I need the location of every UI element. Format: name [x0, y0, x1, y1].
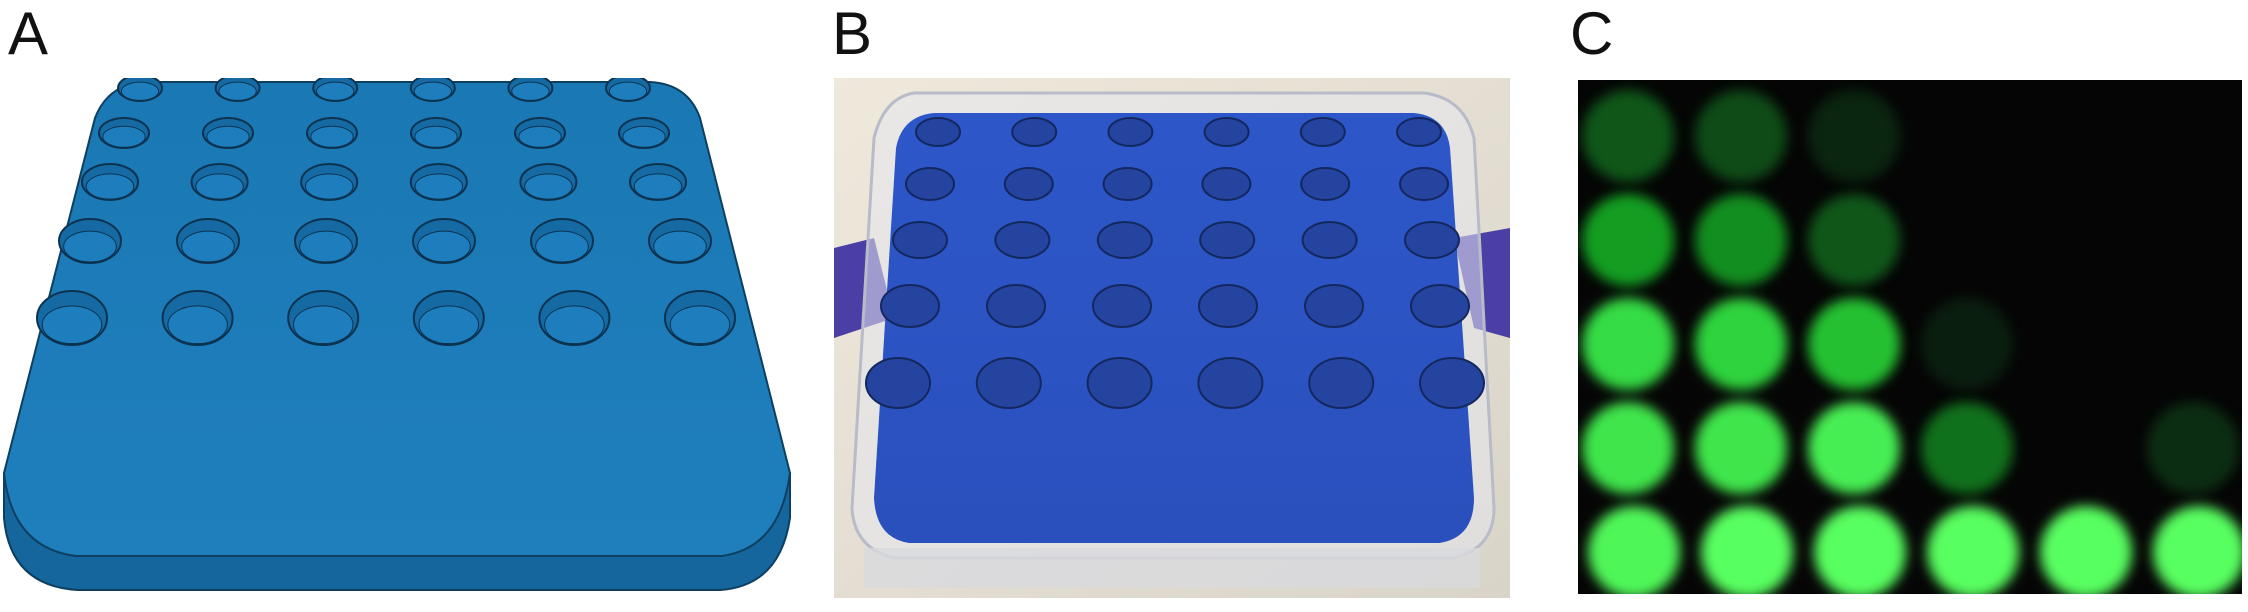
- well-floor: [418, 305, 480, 345]
- well: [986, 284, 1046, 328]
- render-panel: [0, 78, 800, 598]
- well: [905, 167, 955, 201]
- fluorescent-spot: [1808, 402, 1900, 494]
- fluorescent-spot: [1588, 506, 1680, 594]
- well-floor: [417, 230, 471, 263]
- well: [1086, 357, 1153, 409]
- well: [1003, 167, 1054, 201]
- fluorescent-spot: [1695, 194, 1787, 286]
- well-floor: [414, 173, 464, 200]
- well-floor: [316, 81, 355, 101]
- fluorescent-spot: [1921, 298, 2013, 390]
- well-floor: [63, 230, 117, 263]
- fluorescent-spot: [1808, 194, 1900, 286]
- well-floor: [518, 125, 562, 148]
- fluorescent-spot: [1695, 298, 1787, 390]
- well-floor: [218, 81, 257, 101]
- well: [1203, 117, 1250, 147]
- well: [915, 117, 961, 147]
- well-floor: [535, 230, 589, 263]
- well-floor: [622, 125, 666, 148]
- well-floor: [41, 305, 103, 345]
- fluorescent-spot: [2040, 506, 2132, 594]
- printed-plate: [874, 113, 1474, 543]
- well: [1199, 221, 1256, 259]
- well: [1011, 117, 1058, 147]
- fluorescent-spot: [2147, 402, 2239, 494]
- panel-label-c: C: [1570, 0, 1614, 67]
- well: [1301, 221, 1358, 259]
- well-floor: [85, 173, 135, 200]
- well: [975, 357, 1042, 409]
- well-floor: [544, 305, 605, 345]
- fluorescent-spot: [1701, 506, 1793, 594]
- wells-group: [865, 117, 1485, 409]
- well: [1410, 284, 1470, 328]
- well-floor: [310, 125, 354, 148]
- wells-group: [36, 78, 736, 346]
- fluorescent-spot: [1808, 90, 1900, 182]
- well: [1404, 221, 1460, 259]
- well-floor: [206, 125, 250, 148]
- well: [1102, 167, 1153, 201]
- fluorescent-spot: [1814, 506, 1906, 594]
- photo-figure: [834, 78, 1510, 598]
- well-floor: [669, 305, 731, 345]
- well-floor: [299, 230, 353, 263]
- well: [1396, 117, 1442, 147]
- well-floor: [167, 305, 228, 345]
- well: [1308, 357, 1375, 409]
- well: [865, 357, 931, 409]
- spots-group: [1582, 90, 2242, 594]
- well: [1198, 284, 1258, 328]
- well-floor: [608, 81, 648, 101]
- render-figure: [2, 78, 792, 591]
- well: [892, 221, 948, 259]
- fluorescence-figure: [1578, 80, 2242, 594]
- fluorescent-spot: [1582, 90, 1674, 182]
- fluorescent-spot: [1582, 402, 1674, 494]
- fluorescent-spot: [1695, 90, 1787, 182]
- fluorescence-panel: [1578, 80, 2242, 594]
- well: [1197, 357, 1264, 409]
- well-floor: [511, 81, 550, 101]
- well-floor: [633, 173, 683, 200]
- well-floor: [181, 230, 235, 263]
- well: [1419, 357, 1485, 409]
- fluorescent-spot: [1808, 298, 1900, 390]
- well: [1096, 221, 1153, 259]
- well-floor: [120, 81, 160, 101]
- well: [1092, 284, 1152, 328]
- well: [1201, 167, 1252, 201]
- panel-label-b: B: [832, 0, 873, 67]
- fluorescent-spot: [1695, 402, 1787, 494]
- fluorescent-spot: [2153, 506, 2242, 594]
- fluorescent-spot: [1927, 506, 2019, 594]
- well-floor: [413, 81, 452, 101]
- fluorescent-spot: [1582, 194, 1674, 286]
- well: [1299, 117, 1346, 147]
- well: [994, 221, 1051, 259]
- fluorescent-spot: [1921, 402, 2013, 494]
- well-floor: [653, 230, 707, 263]
- well-floor: [102, 125, 146, 148]
- well: [1107, 117, 1154, 147]
- plate-top: [2, 81, 792, 557]
- well-floor: [195, 173, 244, 200]
- well: [880, 284, 940, 328]
- well: [1304, 284, 1364, 328]
- well: [1300, 167, 1351, 201]
- dark-background: [1578, 80, 2242, 594]
- panel-label-a: A: [8, 0, 49, 67]
- well-floor: [414, 125, 458, 148]
- dish-base: [864, 548, 1480, 588]
- well-floor: [304, 173, 354, 200]
- well-floor: [524, 173, 573, 200]
- photo-panel: [834, 78, 1510, 598]
- well: [1399, 167, 1449, 201]
- fluorescent-spot: [1582, 298, 1674, 390]
- well-floor: [292, 305, 354, 345]
